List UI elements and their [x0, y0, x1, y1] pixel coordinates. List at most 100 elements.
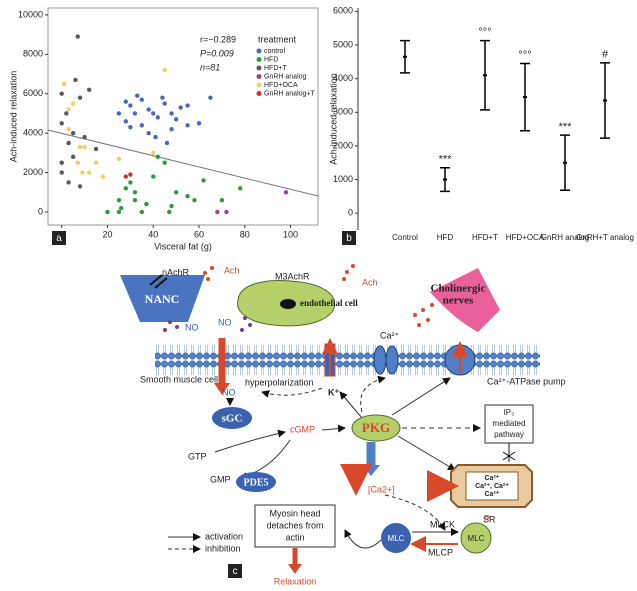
point — [82, 144, 87, 150]
arrow — [214, 383, 230, 395]
arrow — [239, 439, 291, 481]
arrow — [397, 435, 456, 471]
label: Ca²⁺-ATPase pump — [487, 376, 566, 386]
point — [75, 34, 80, 39]
annotation: P=0.009 — [200, 48, 234, 58]
label: NANC — [145, 292, 180, 306]
label: hyperpolarization — [245, 377, 314, 387]
arrow — [360, 375, 386, 413]
point — [123, 119, 128, 124]
point — [201, 178, 206, 183]
point — [185, 194, 190, 199]
arrow — [384, 494, 446, 531]
point — [80, 170, 85, 175]
dots — [203, 264, 434, 327]
point — [139, 209, 145, 215]
significance: # — [602, 49, 609, 61]
point — [66, 127, 71, 132]
label: IP₃ — [504, 408, 515, 417]
nucleus — [280, 299, 296, 309]
label: GMP — [210, 474, 231, 484]
point — [146, 130, 151, 136]
point — [135, 93, 140, 98]
legend-marker — [256, 65, 262, 71]
label: M3AchR — [275, 271, 310, 281]
nerve-shape — [430, 268, 500, 332]
point — [144, 201, 149, 207]
point — [162, 101, 167, 106]
label: PDE5 — [244, 477, 269, 488]
y-tick-label: 4000 — [333, 73, 353, 83]
point — [66, 107, 71, 112]
membrane — [155, 345, 540, 375]
point — [160, 95, 165, 100]
label: cGMP — [290, 424, 315, 434]
point — [119, 205, 124, 211]
inhibit — [502, 443, 516, 462]
legend-label: HFD+T — [264, 65, 287, 72]
point — [185, 103, 190, 108]
node — [460, 522, 492, 554]
point — [116, 209, 122, 215]
box — [254, 504, 336, 548]
x-tick-label: GnRH analog — [541, 233, 589, 242]
y-tick-label: 0 — [348, 208, 353, 218]
arrow — [214, 429, 286, 453]
point — [185, 123, 190, 128]
label: nAchR — [162, 267, 190, 277]
point — [173, 190, 179, 195]
node — [351, 414, 401, 442]
label: NO — [222, 387, 236, 397]
x-tick-label: 20 — [102, 229, 112, 239]
label: Ca²⁺ — [485, 491, 500, 498]
y-tick-label: 6000 — [333, 6, 353, 16]
point — [116, 156, 122, 161]
point — [64, 111, 69, 116]
y-tick-label: 4000 — [23, 128, 43, 138]
panel-label-box — [342, 231, 356, 245]
point — [164, 140, 170, 146]
point — [82, 134, 87, 140]
point — [77, 184, 83, 189]
point — [196, 121, 202, 126]
label: Ach — [362, 277, 378, 287]
label: PKG — [362, 420, 390, 435]
point — [153, 134, 158, 140]
legend-label: inhibition — [205, 543, 241, 553]
label: K⁺ — [328, 387, 339, 397]
label: NO — [185, 322, 199, 332]
point — [192, 197, 197, 203]
point — [151, 150, 156, 156]
point — [169, 111, 174, 116]
x-tick-label: Control — [392, 233, 418, 242]
label: NO — [218, 317, 232, 327]
node — [212, 407, 252, 429]
legend-label: control — [264, 48, 285, 55]
y-axis-label: Ach-induced relaxation — [8, 71, 18, 163]
point — [100, 174, 106, 179]
legend-label: GnRH analog+T — [264, 90, 316, 97]
point — [283, 190, 289, 195]
point — [169, 203, 174, 209]
point — [123, 99, 128, 104]
label: Ca²⁺ — [380, 330, 400, 340]
arrow — [288, 564, 302, 574]
channel — [385, 345, 399, 375]
box — [484, 404, 534, 444]
point — [162, 67, 167, 73]
point — [75, 160, 80, 165]
significance: °°° — [478, 27, 491, 39]
point — [123, 174, 128, 179]
label: Smooth muscle cell — [140, 374, 218, 384]
label: Ach — [224, 265, 240, 275]
arrow — [321, 424, 346, 433]
point — [93, 160, 99, 165]
point — [66, 180, 71, 185]
point — [167, 209, 172, 215]
label: MLC — [388, 534, 405, 543]
x-tick-label: 80 — [240, 229, 250, 239]
x-tick-label: HFD — [437, 233, 454, 242]
y-tick-label: 1000 — [333, 174, 353, 184]
point — [151, 111, 156, 116]
point — [77, 144, 83, 150]
